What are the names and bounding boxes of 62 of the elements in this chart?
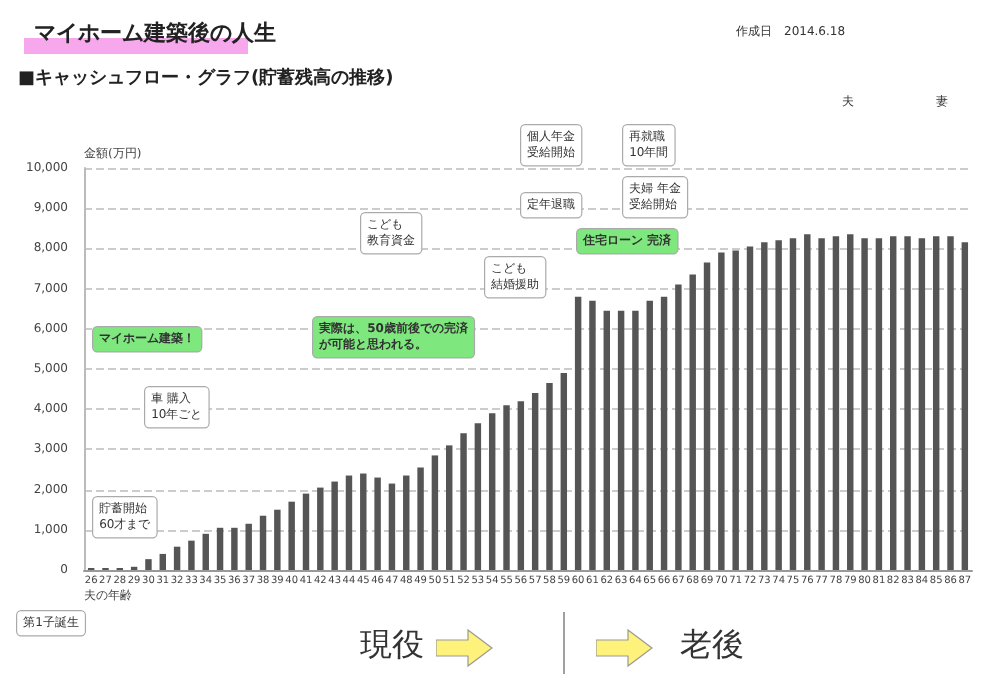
bar (460, 433, 467, 570)
bar (689, 274, 696, 570)
bar (546, 383, 553, 570)
bar (259, 515, 267, 570)
bar (431, 455, 439, 570)
bar (732, 250, 739, 570)
bar (632, 310, 639, 570)
bar (345, 475, 353, 570)
bar (574, 296, 582, 570)
bar (517, 401, 525, 570)
bar (918, 238, 926, 570)
bar (718, 252, 725, 570)
bar (646, 300, 653, 570)
chart-title: マイホーム建築後の人生 (34, 20, 276, 46)
bar (832, 236, 840, 570)
bar (947, 236, 954, 570)
bar (245, 523, 252, 570)
bar (503, 405, 510, 570)
bar (173, 546, 181, 570)
bar (560, 373, 568, 570)
bar (861, 238, 868, 570)
bar (274, 509, 281, 570)
bar (360, 473, 367, 570)
bar (488, 413, 496, 570)
bar (231, 527, 238, 570)
bar (603, 310, 610, 570)
bar (446, 445, 453, 570)
bar (961, 242, 969, 570)
bar (417, 467, 424, 570)
bar (216, 527, 224, 570)
bar (904, 236, 911, 570)
bar (775, 240, 782, 570)
bar (847, 234, 854, 570)
bar (288, 501, 295, 570)
chart-subtitle: ■キャッシュフロー・グラフ(貯蓄残高の推移) (18, 67, 394, 89)
bar (145, 559, 152, 570)
bar (403, 475, 410, 570)
bar (531, 393, 539, 570)
bar (746, 246, 754, 570)
bar (302, 493, 310, 570)
bar (388, 483, 396, 570)
bar (761, 242, 768, 570)
bar (789, 238, 797, 570)
bar (660, 296, 668, 570)
bar (703, 262, 711, 570)
bar (890, 236, 897, 570)
bar (331, 481, 338, 570)
bar (589, 300, 596, 570)
bar (617, 310, 625, 570)
bar (875, 238, 883, 570)
bar (932, 236, 940, 570)
bar (317, 487, 324, 570)
bar (202, 533, 209, 570)
bar (159, 553, 166, 570)
bar (818, 238, 825, 570)
text: 老後 (680, 625, 744, 663)
text: 現役 (360, 625, 424, 663)
bar (474, 423, 482, 570)
bar (188, 540, 195, 570)
bar (675, 284, 682, 570)
bar (804, 234, 811, 570)
bar (374, 477, 381, 570)
